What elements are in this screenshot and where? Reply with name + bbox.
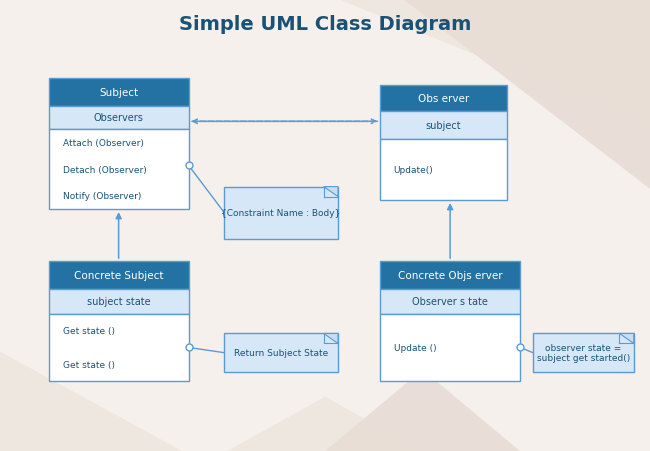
Text: {Constraint Name : Body}: {Constraint Name : Body} xyxy=(222,209,341,217)
Text: Detach (Observer): Detach (Observer) xyxy=(62,166,146,175)
Text: Concrete Objs erver: Concrete Objs erver xyxy=(398,270,502,281)
Text: Obs erver: Obs erver xyxy=(418,94,469,104)
Text: Get state (): Get state () xyxy=(62,327,114,336)
Text: Return Subject State: Return Subject State xyxy=(234,349,328,357)
Text: Attach (Observer): Attach (Observer) xyxy=(62,139,144,148)
FancyBboxPatch shape xyxy=(49,106,188,130)
FancyBboxPatch shape xyxy=(224,187,338,239)
Text: Simple UML Class Diagram: Simple UML Class Diagram xyxy=(179,15,471,34)
FancyBboxPatch shape xyxy=(380,289,520,314)
Polygon shape xyxy=(338,0,650,126)
Text: Get state (): Get state () xyxy=(62,360,114,369)
Text: subject: subject xyxy=(426,121,461,131)
Text: observer state =
subject get started(): observer state = subject get started() xyxy=(537,343,630,363)
FancyBboxPatch shape xyxy=(224,334,338,372)
Text: Observers: Observers xyxy=(94,113,144,123)
FancyBboxPatch shape xyxy=(533,334,634,372)
Polygon shape xyxy=(403,0,650,189)
Polygon shape xyxy=(324,187,338,197)
FancyBboxPatch shape xyxy=(380,86,507,112)
Polygon shape xyxy=(324,334,338,344)
FancyBboxPatch shape xyxy=(49,130,188,210)
FancyBboxPatch shape xyxy=(380,140,507,201)
Text: Update (): Update () xyxy=(394,343,437,352)
FancyBboxPatch shape xyxy=(49,289,188,314)
Text: subject state: subject state xyxy=(87,297,150,307)
Text: Observer s tate: Observer s tate xyxy=(412,297,488,307)
Text: Notify (Observer): Notify (Observer) xyxy=(62,192,141,201)
Text: Subject: Subject xyxy=(99,87,138,98)
Polygon shape xyxy=(325,370,520,451)
FancyBboxPatch shape xyxy=(380,262,520,289)
FancyBboxPatch shape xyxy=(49,79,188,106)
FancyBboxPatch shape xyxy=(380,112,507,140)
FancyBboxPatch shape xyxy=(49,262,188,289)
Text: Update(): Update() xyxy=(393,166,433,175)
Polygon shape xyxy=(0,352,182,451)
Text: Concrete Subject: Concrete Subject xyxy=(74,270,163,281)
FancyBboxPatch shape xyxy=(49,314,188,381)
Polygon shape xyxy=(619,334,634,344)
Polygon shape xyxy=(227,397,422,451)
FancyBboxPatch shape xyxy=(380,314,520,381)
